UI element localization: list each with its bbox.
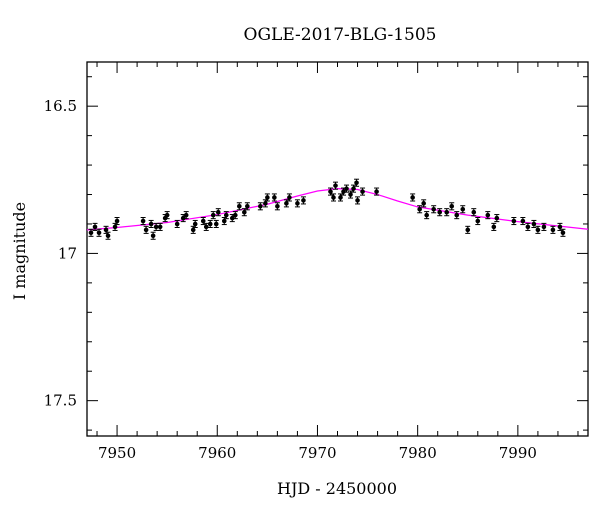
data-point (301, 198, 306, 203)
x-tick-label: 7950 (98, 444, 136, 462)
data-point (348, 192, 353, 197)
data-point (535, 227, 541, 233)
data-point (174, 221, 180, 227)
data-point (424, 212, 429, 218)
data-point (265, 195, 270, 200)
data-point (153, 224, 159, 230)
data-point (157, 224, 163, 230)
data-point (210, 212, 216, 218)
plot-area: 7950 7960 7970 7980 7990 16.5 17 17.5 (44, 61, 589, 462)
data-point (203, 224, 209, 230)
data-point (344, 186, 349, 191)
data-point (541, 224, 547, 230)
data-point (223, 212, 229, 218)
data-point (114, 218, 120, 224)
data-point (557, 224, 563, 230)
data-point (105, 233, 111, 239)
x-tick-label: 7970 (298, 444, 336, 462)
data-point (351, 186, 356, 191)
data-point (284, 201, 289, 206)
data-point (229, 215, 235, 221)
data-point (410, 195, 415, 200)
data-point (272, 195, 277, 200)
data-point (491, 224, 497, 230)
data-point (237, 203, 242, 209)
data-point (92, 224, 98, 230)
data-point (180, 215, 186, 221)
data-point (150, 233, 156, 239)
data-point (550, 227, 556, 233)
data-point (232, 212, 238, 218)
data-point (213, 221, 219, 227)
data-point (485, 212, 491, 218)
data-point (221, 218, 227, 224)
y-axis-label: I magnitude (10, 202, 29, 300)
data-point (421, 201, 426, 206)
chart-title: OGLE-2017-BLG-1505 (244, 25, 437, 45)
data-point (207, 221, 213, 227)
data-point (437, 209, 443, 215)
data-point (374, 189, 379, 194)
x-tick-label: 7960 (198, 444, 236, 462)
x-axis-label: HJD - 2450000 (277, 479, 397, 498)
data-point (444, 209, 450, 215)
data-point (258, 203, 263, 209)
data-point (88, 230, 94, 236)
data-point (355, 198, 360, 203)
data-point (140, 218, 146, 224)
data-point (531, 221, 537, 227)
data-point (331, 195, 336, 200)
data-point (454, 212, 460, 218)
data-point (465, 227, 471, 233)
data-point (295, 201, 300, 206)
x-tick-label: 7990 (499, 444, 537, 462)
data-point (242, 209, 247, 215)
data-point (287, 195, 292, 200)
data-point (471, 209, 477, 215)
data-point (354, 180, 359, 186)
data-point (103, 227, 109, 233)
y-tick-label: 17.5 (44, 392, 77, 410)
data-point (431, 206, 436, 212)
y-tick-label: 16.5 (44, 97, 77, 115)
data-point (511, 218, 517, 224)
plot-frame (86, 61, 589, 437)
data-point (192, 221, 198, 227)
data-point (200, 218, 206, 224)
data-point (475, 218, 481, 224)
x-tick-label: 7980 (399, 444, 437, 462)
data-point (341, 189, 346, 194)
data-point (148, 221, 154, 227)
data-point (338, 195, 343, 200)
data-point (263, 201, 268, 206)
data-point (460, 206, 466, 212)
data-point (360, 189, 365, 194)
data-point (112, 224, 118, 230)
data-point (417, 206, 422, 212)
data-point (143, 227, 149, 233)
data-point (449, 203, 455, 209)
data-point (560, 230, 566, 236)
data-point (520, 218, 526, 224)
data-point (190, 227, 196, 233)
data-point (333, 183, 338, 188)
data-point (164, 212, 170, 218)
data-point (328, 189, 333, 194)
y-tick-label: 17 (58, 244, 77, 262)
data-point (245, 203, 250, 209)
data-point (494, 215, 500, 221)
data-point (525, 224, 531, 230)
data-point (183, 212, 189, 218)
data-point (275, 203, 280, 209)
data-point (96, 230, 102, 236)
data-point (215, 209, 221, 215)
